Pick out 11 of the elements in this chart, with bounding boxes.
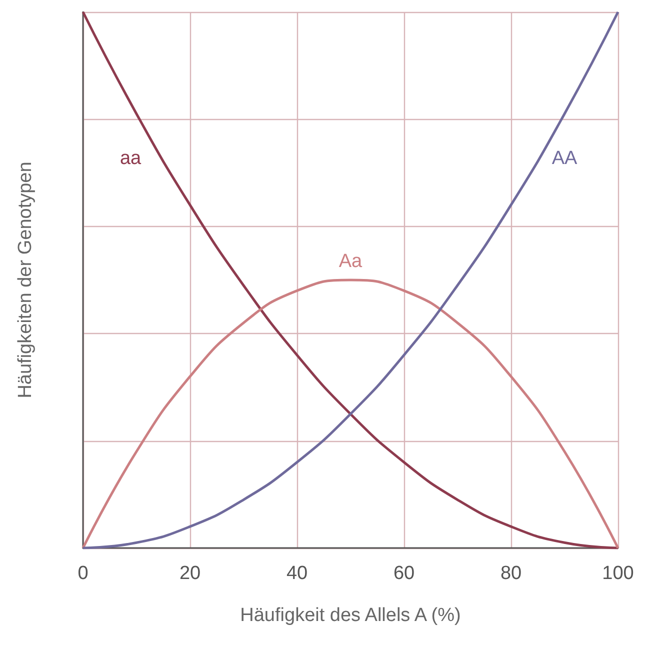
- x-tick-label: 40: [286, 563, 308, 584]
- x-tick-label: 80: [500, 563, 522, 584]
- x-tick-label: 0: [78, 563, 88, 584]
- series-label: aa: [120, 148, 142, 169]
- series-label: AA: [552, 148, 578, 169]
- series-label: Aa: [338, 251, 363, 272]
- x-tick-label: 100: [602, 563, 634, 584]
- y-axis-title: Häufigkeiten der Genotypen: [15, 162, 36, 398]
- x-axis-title: Häufigkeit des Allels A (%): [240, 605, 461, 626]
- x-tick-label: 20: [179, 563, 201, 584]
- x-tick-label: 60: [393, 563, 415, 584]
